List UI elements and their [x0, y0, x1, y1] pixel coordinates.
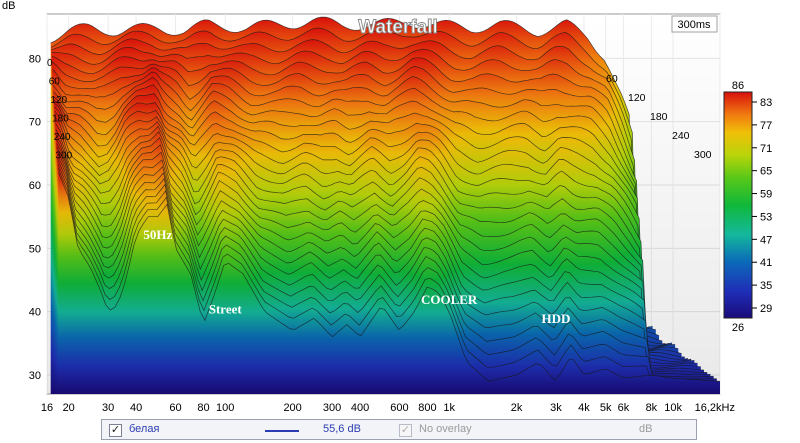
y-tick-label: 30: [29, 370, 41, 382]
x-tick-label: 20: [63, 402, 75, 414]
colorbar-tick-label: 53: [760, 211, 772, 223]
depth-label-left: 0: [47, 58, 53, 69]
series-name: белая: [129, 423, 160, 435]
annotation-label: Street: [209, 302, 243, 317]
x-tick-label: 1k: [443, 402, 455, 414]
x-tick-label: 2k: [511, 402, 523, 414]
x-tick-label: 80: [197, 402, 209, 414]
x-tick-label: 40: [130, 402, 142, 414]
overlay-checkbox[interactable]: ✓: [399, 424, 412, 437]
y-unit-label: dB: [2, 0, 15, 12]
depth-label-right: 180: [650, 111, 668, 123]
x-tick-label: 300: [323, 402, 341, 414]
colorbar: 86 26 83 77 71 65 59 53 47 41 35 29: [723, 80, 772, 334]
colorbar-tick-label: 35: [760, 280, 772, 292]
surface-shading: [47, 14, 720, 394]
colorbar-tick-label: 47: [760, 234, 772, 246]
time-label-box: [671, 15, 718, 33]
colorbar-tick-label: 41: [760, 257, 772, 269]
overlay-unit: dB: [639, 423, 653, 435]
overlay-label: No overlay: [419, 423, 472, 435]
depth-label-right: 300: [694, 149, 712, 161]
y-tick-label: 60: [29, 180, 41, 192]
x-tick-label: 8k: [646, 402, 658, 414]
colorbar-tick-label: 83: [760, 97, 772, 109]
y-tick-label: 70: [29, 117, 41, 129]
annotation-label: HDD: [542, 311, 571, 326]
x-tick-label: 100: [216, 402, 234, 414]
y-tick-label: 80: [29, 53, 41, 65]
annotations: 50Hz Street COOLER HDD: [143, 227, 570, 326]
series-value: 55,6 dB: [323, 423, 361, 435]
waterfall-surface: [47, 14, 721, 395]
colorbar-tick-label: 29: [760, 303, 772, 315]
y-axis: 30 40 50 60 70 80: [29, 53, 41, 382]
y-tick-label: 50: [29, 243, 41, 255]
time-label: 300ms: [677, 19, 711, 31]
colorbar-min-label: 26: [732, 322, 744, 334]
series-line-swatch: [265, 430, 299, 432]
colorbar-gradient: [723, 91, 753, 319]
y-tick-label: 40: [29, 307, 41, 319]
x-tick-label: 16: [41, 402, 53, 414]
time-depth-axis: 0 60 120 180 240 300 60 120 180 240 300: [47, 58, 712, 162]
x-tick-label: 800: [418, 402, 436, 414]
x-tick-label: 10k: [664, 402, 682, 414]
x-tick-label: 5k: [600, 402, 612, 414]
depth-label-left: 240: [54, 132, 71, 143]
colorbar-tick-label: 65: [760, 166, 772, 178]
depth-label-left: 300: [56, 151, 73, 162]
depth-label-left: 180: [52, 114, 69, 125]
depth-label-right: 60: [606, 73, 618, 85]
x-tick-label: 400: [351, 402, 369, 414]
x-tick-label: 600: [390, 402, 408, 414]
x-tick-label: 16,2kHz: [695, 402, 735, 414]
colorbar-tick-label: 77: [760, 120, 772, 132]
depth-label-right: 120: [628, 92, 646, 104]
x-tick-label: 30: [102, 402, 114, 414]
colorbar-tick-label: 59: [760, 189, 772, 201]
x-tick-label: 3k: [550, 402, 562, 414]
depth-label-right: 240: [672, 130, 690, 142]
chart-title: Waterfall: [358, 17, 438, 38]
x-tick-label: 200: [283, 402, 301, 414]
x-tick-label: 4k: [578, 402, 590, 414]
annotation-label: COOLER: [421, 292, 478, 307]
x-tick-label: 60: [169, 402, 181, 414]
legend-bar: ✓ белая 55,6 dB ✓ No overlay dB: [101, 419, 697, 440]
depth-label-left: 120: [50, 95, 67, 106]
colorbar-max-label: 86: [732, 80, 744, 92]
series-checkbox[interactable]: ✓: [109, 424, 122, 437]
annotation-label: 50Hz: [143, 227, 172, 242]
x-axis: 16 20 30 40 60 80 100 200 300 400 600 800 1k 2k 3k 4k 5k…: [41, 402, 735, 414]
x-tick-label: 6k: [618, 402, 630, 414]
depth-label-left: 60: [49, 77, 61, 88]
colorbar-tick-label: 71: [760, 143, 772, 155]
